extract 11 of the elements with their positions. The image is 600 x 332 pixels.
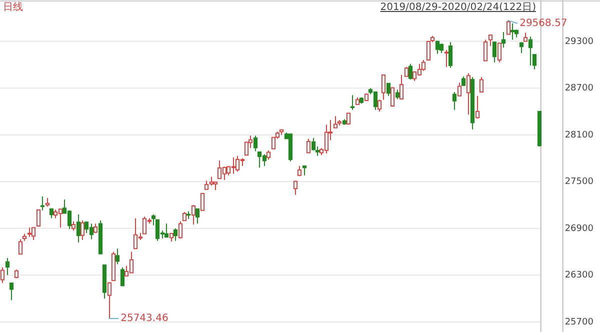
annotation: 29568.57 <box>520 18 568 30</box>
y-tick-label: 27500 <box>564 177 594 188</box>
y-tick-label: 29300 <box>564 36 594 47</box>
y-tick-label: 25700 <box>564 317 594 328</box>
y-tick-label: 28100 <box>564 130 594 140</box>
annotation: 25743.46 <box>120 313 168 324</box>
y-tick-label: 28700 <box>564 84 594 94</box>
chart-subtitle: 2019/08/29-2020/02/24(122日) <box>380 2 536 13</box>
chart-title: 日线 <box>3 1 23 13</box>
y-tick-label: 26300 <box>564 270 594 281</box>
y-tick-label: 26900 <box>564 224 594 234</box>
